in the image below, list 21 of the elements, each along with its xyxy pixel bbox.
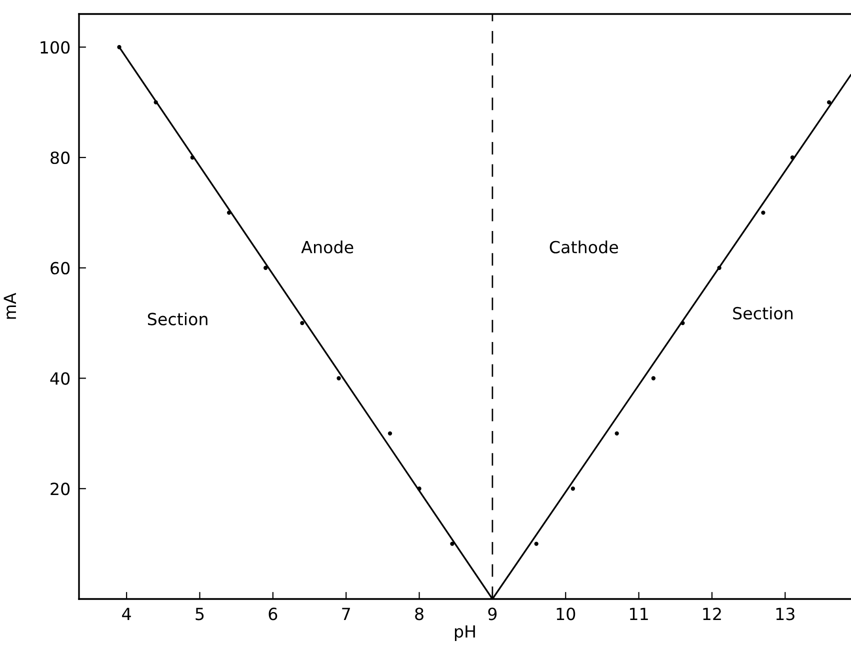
y-tick-label: 20: [50, 482, 70, 496]
annotation: Anode: [301, 240, 354, 254]
x-tick-label: 11: [630, 608, 648, 620]
annotation: Section: [733, 306, 793, 320]
x-tick-label: 9: [488, 608, 497, 620]
x-axis-title: pH: [454, 625, 475, 641]
x-tick-label: 4: [122, 608, 131, 620]
x-tick-label: 5: [196, 608, 204, 620]
y-tick-label: 100: [40, 41, 70, 54]
x-tick-label: 6: [268, 608, 278, 620]
annotation: Section: [148, 312, 208, 326]
x-tick-label: 13: [776, 608, 794, 620]
annotation: Cathode: [550, 240, 618, 254]
x-tick-label: 7: [342, 608, 350, 620]
x-tick-label: 8: [415, 608, 424, 620]
y-tick-label: 80: [50, 151, 70, 164]
y-axis-title: mA: [4, 292, 16, 319]
y-tick-label: 40: [50, 372, 70, 385]
x-tick-label: 12: [703, 608, 721, 620]
y-tick-label: 60: [50, 262, 70, 274]
x-tick-label: 10: [556, 608, 576, 620]
